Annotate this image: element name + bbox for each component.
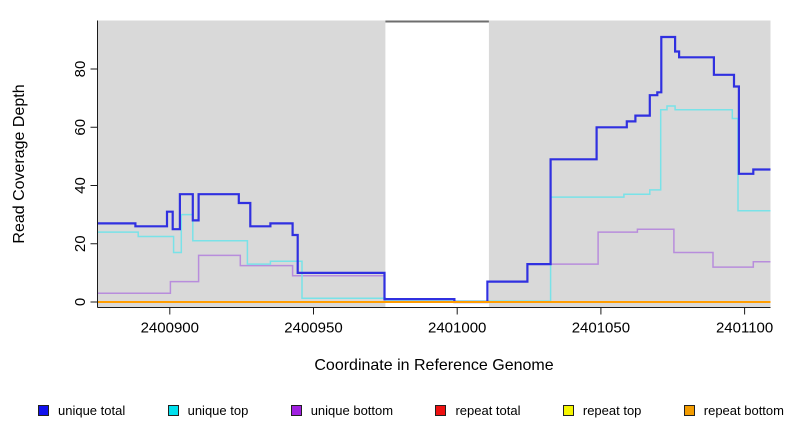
legend-label: repeat total bbox=[455, 402, 521, 418]
legend-swatch-icon bbox=[290, 404, 302, 416]
legend-item-unique-total: unique total bbox=[38, 403, 125, 418]
legend-item-repeat-bottom: repeat bottom bbox=[683, 402, 784, 418]
legend-item-repeat-top: repeat top bbox=[562, 402, 642, 418]
legend: unique total unique top unique bottom repea… bbox=[38, 399, 784, 421]
legend-label: repeat top bbox=[582, 402, 642, 418]
legend-swatch-icon bbox=[38, 404, 49, 416]
x-tick-label: 2401100 bbox=[716, 320, 773, 337]
legend-label: unique top bbox=[187, 402, 249, 418]
legend-item-unique-top: unique top bbox=[167, 402, 249, 418]
legend-label: unique bottom bbox=[310, 402, 394, 418]
series-unique-total bbox=[98, 35, 771, 304]
x-tick-label: 2400900 bbox=[141, 320, 199, 337]
legend-item-unique-bottom: unique bottom bbox=[290, 402, 394, 418]
y-tick-label: 40 bbox=[72, 177, 89, 194]
masked-region bbox=[385, 20, 489, 308]
legend-item-repeat-total: repeat total bbox=[435, 402, 521, 418]
y-axis-title: Read Coverage Depth bbox=[11, 84, 28, 244]
x-axis-title: Coordinate in Reference Genome bbox=[314, 357, 554, 374]
legend-swatch-icon bbox=[435, 404, 447, 416]
y-tick-label: 0 bbox=[72, 298, 89, 306]
x-tick-label: 2400950 bbox=[284, 320, 342, 337]
legend-label: repeat bottom bbox=[703, 402, 784, 418]
y-tick-label: 20 bbox=[72, 235, 89, 252]
y-tick-label: 80 bbox=[72, 61, 89, 78]
legend-label: unique total bbox=[58, 402, 126, 418]
legend-swatch-icon bbox=[683, 404, 695, 416]
legend-swatch-icon bbox=[562, 404, 574, 416]
legend-swatch-icon bbox=[167, 404, 179, 416]
x-tick-label: 2401000 bbox=[428, 320, 486, 337]
x-tick-label: 2401050 bbox=[572, 320, 630, 337]
y-tick-label: 60 bbox=[72, 119, 89, 136]
